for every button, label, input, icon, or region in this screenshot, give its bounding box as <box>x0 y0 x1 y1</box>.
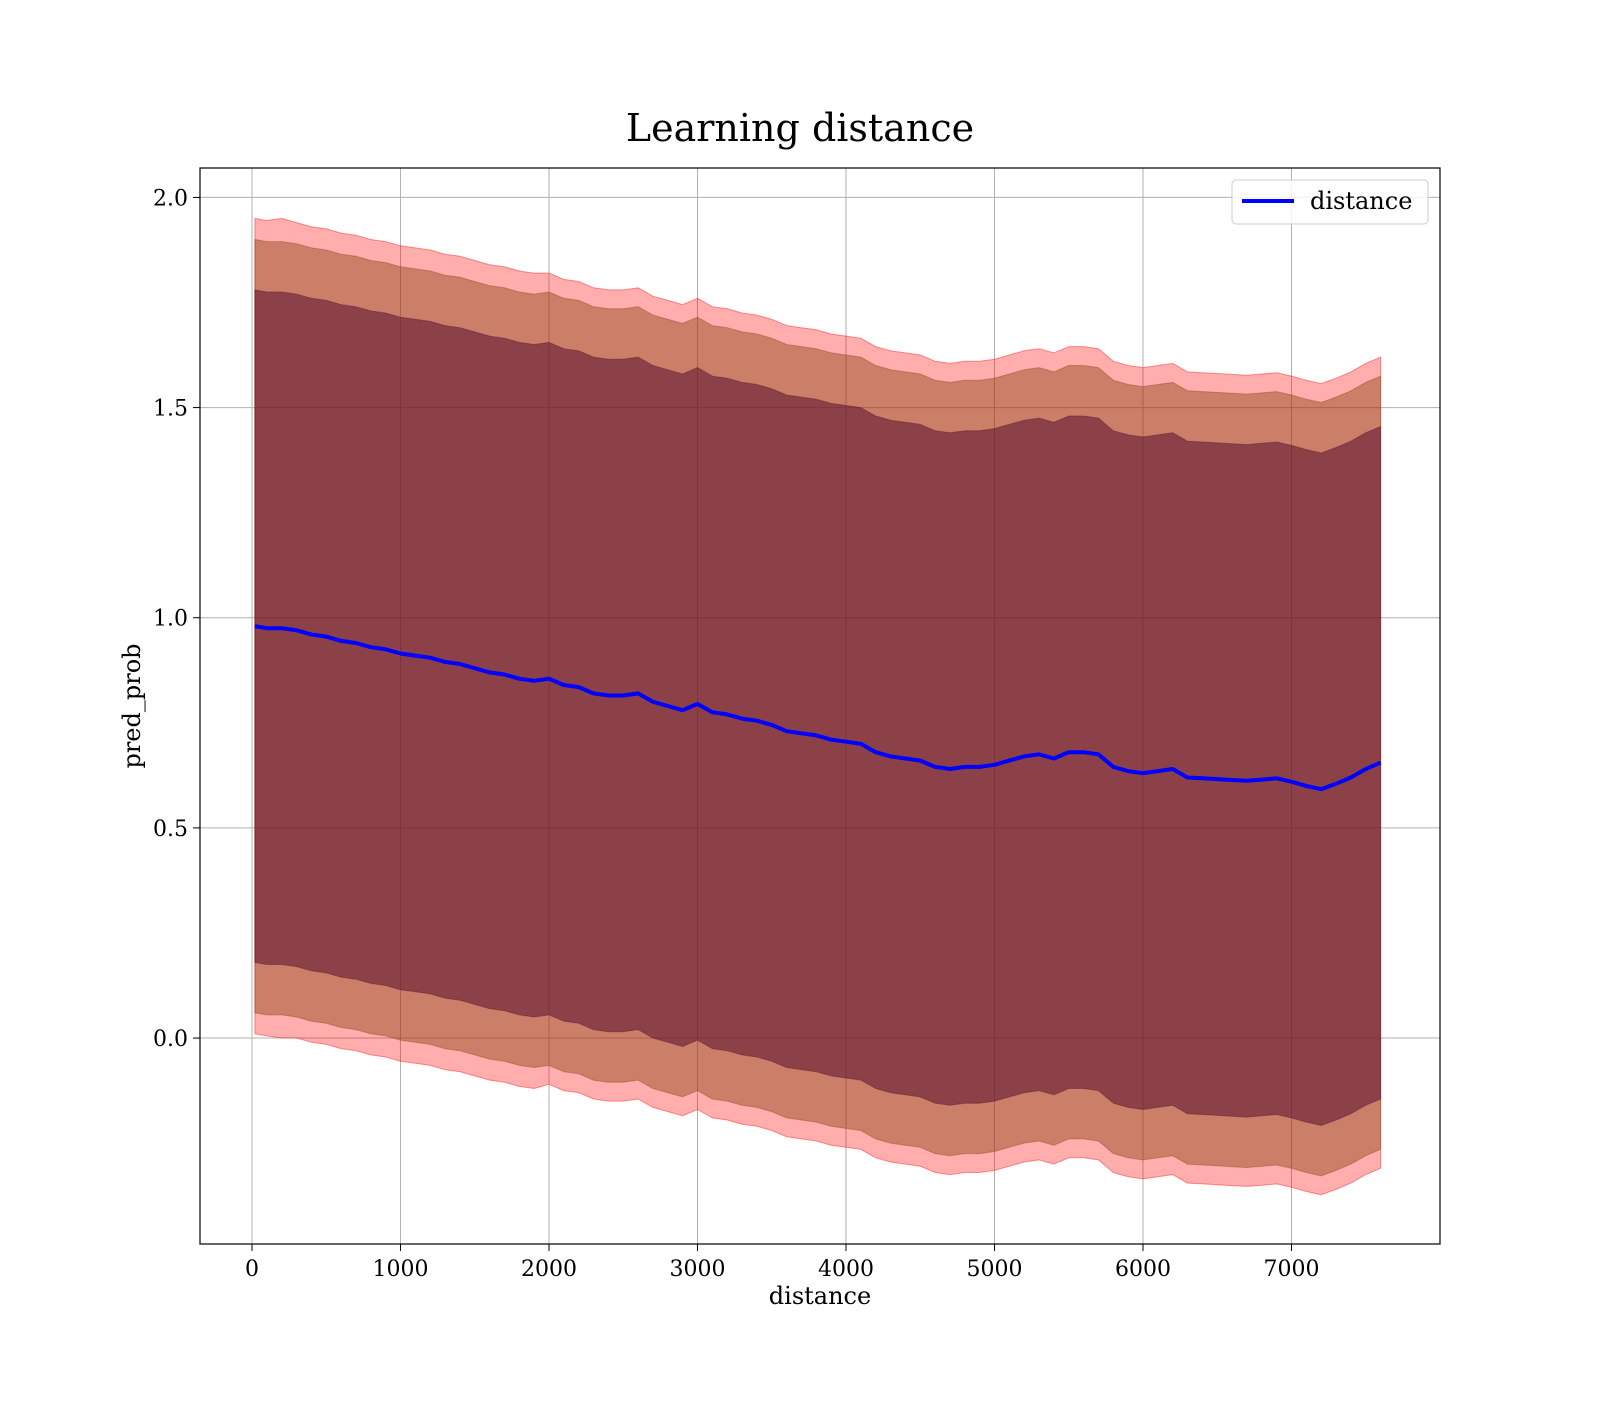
y-axis-ticks: 0.0 0.5 1.0 1.5 2.0 <box>153 186 200 1052</box>
y-tick-label: 0.0 <box>153 1027 188 1052</box>
chart-title: Learning distance <box>626 106 974 150</box>
plot-frame <box>199 167 1441 1245</box>
band-inner <box>254 289 1382 1127</box>
confidence-bands <box>254 217 1382 1196</box>
y-tick-label: 1.0 <box>153 607 188 632</box>
legend-label: distance <box>1310 187 1412 215</box>
x-tick-label: 4000 <box>818 1257 874 1282</box>
x-axis-ticks: 0 1000 2000 3000 4000 5000 6000 7000 <box>245 1244 1319 1282</box>
x-tick-label: 3000 <box>669 1257 725 1282</box>
x-tick-label: 6000 <box>1115 1257 1171 1282</box>
x-tick-label: 1000 <box>372 1257 428 1282</box>
x-tick-label: 7000 <box>1263 1257 1319 1282</box>
legend-box <box>1231 179 1429 225</box>
x-tick-label: 5000 <box>966 1257 1022 1282</box>
y-tick-label: 0.5 <box>153 817 188 842</box>
y-tick-label: 2.0 <box>153 186 188 211</box>
legend: distance <box>1231 179 1429 225</box>
series-line-distance <box>254 624 1382 792</box>
y-axis-label: pred_prob <box>118 643 146 768</box>
x-tick-label: 0 <box>245 1257 259 1282</box>
x-tick-label: 2000 <box>521 1257 577 1282</box>
y-tick-label: 1.5 <box>153 397 188 422</box>
x-axis-label: distance <box>769 1282 871 1310</box>
series-lines <box>254 624 1382 792</box>
